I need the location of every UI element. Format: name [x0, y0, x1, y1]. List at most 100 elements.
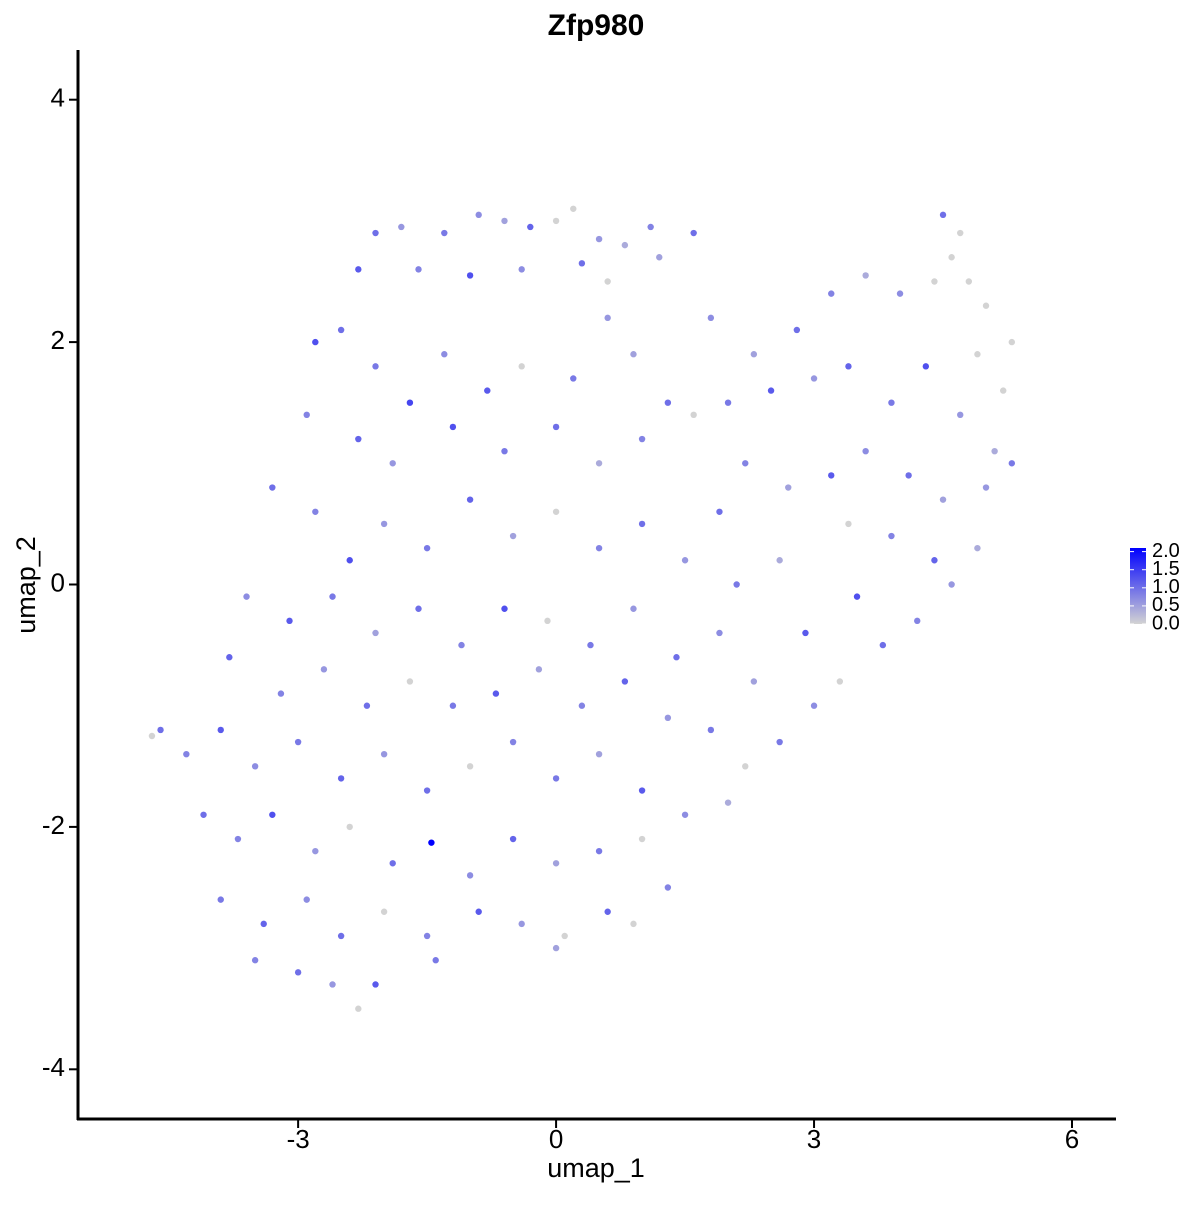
point: [690, 229, 697, 237]
point: [492, 690, 500, 697]
point: [561, 932, 568, 940]
point: [423, 544, 431, 552]
point: [604, 908, 611, 915]
point: [604, 278, 611, 285]
point: [294, 969, 302, 976]
point: [449, 702, 457, 709]
point: [509, 738, 517, 746]
point: [303, 896, 310, 903]
point: [776, 557, 783, 564]
point: [337, 932, 345, 940]
axes: -3 0 3 6 -4 -2 0 2 4: [42, 83, 1079, 1154]
point: [475, 211, 482, 219]
point: [380, 750, 388, 758]
point: [681, 557, 689, 564]
point: [441, 229, 448, 237]
point: [793, 326, 801, 334]
point: [458, 641, 465, 649]
point: [329, 593, 336, 600]
point: [974, 351, 981, 358]
point: [845, 363, 852, 370]
point: [372, 229, 379, 237]
point: [234, 835, 242, 843]
point: [595, 750, 603, 758]
point: [552, 217, 560, 225]
point: [1008, 460, 1016, 467]
point: [260, 920, 267, 928]
point: [1008, 338, 1016, 346]
point: [269, 811, 276, 818]
point: [475, 908, 482, 915]
colorbar-tick-label: 1.5: [1152, 558, 1180, 580]
point: [527, 223, 534, 231]
point: [664, 714, 672, 722]
point: [552, 860, 560, 867]
point: [905, 472, 912, 479]
point: [957, 411, 964, 419]
point: [466, 496, 474, 503]
point: [544, 617, 551, 625]
point: [251, 763, 259, 770]
point: [957, 229, 964, 237]
point: [853, 593, 861, 600]
point: [312, 508, 319, 515]
point: [862, 272, 869, 279]
point: [664, 884, 672, 891]
point: [415, 266, 422, 273]
point: [372, 629, 379, 637]
point: [767, 387, 775, 394]
point: [423, 787, 431, 794]
point: [552, 775, 560, 782]
point: [1000, 387, 1007, 394]
point: [570, 205, 577, 212]
point: [939, 496, 947, 503]
point: [148, 732, 156, 740]
point: [630, 920, 637, 928]
point: [552, 944, 560, 952]
point: [922, 363, 930, 370]
point: [380, 908, 388, 915]
point: [656, 254, 663, 261]
point: [518, 266, 525, 273]
point: [355, 435, 362, 443]
point: [707, 726, 715, 734]
y-tick-label: -2: [42, 810, 65, 840]
point: [716, 508, 723, 515]
point: [277, 690, 285, 697]
point: [578, 260, 586, 267]
point: [914, 617, 921, 625]
point: [466, 763, 474, 770]
point: [501, 447, 508, 455]
x-axis-label: umap_1: [547, 1153, 645, 1183]
point: [862, 447, 869, 455]
point: [449, 423, 457, 431]
point: [595, 235, 603, 243]
point: [965, 278, 973, 285]
point: [501, 605, 508, 612]
point: [217, 726, 224, 734]
chart-title: Zfp980: [548, 9, 645, 42]
point: [724, 399, 732, 406]
point: [518, 363, 525, 370]
point: [836, 678, 844, 685]
point: [518, 920, 525, 928]
point: [647, 223, 654, 231]
point: [294, 738, 302, 746]
x-tick-label: 0: [549, 1124, 563, 1154]
point: [226, 654, 233, 661]
point: [828, 472, 835, 479]
point: [630, 351, 637, 358]
point: [828, 290, 835, 297]
point: [750, 678, 758, 685]
point: [948, 254, 955, 261]
y-tick-label: 4: [51, 83, 65, 113]
point: [888, 399, 895, 406]
point: [810, 375, 818, 382]
point: [931, 278, 938, 285]
point: [879, 641, 887, 649]
point: [604, 314, 611, 322]
point: [570, 375, 577, 382]
point: [286, 617, 293, 625]
point: [939, 211, 947, 219]
